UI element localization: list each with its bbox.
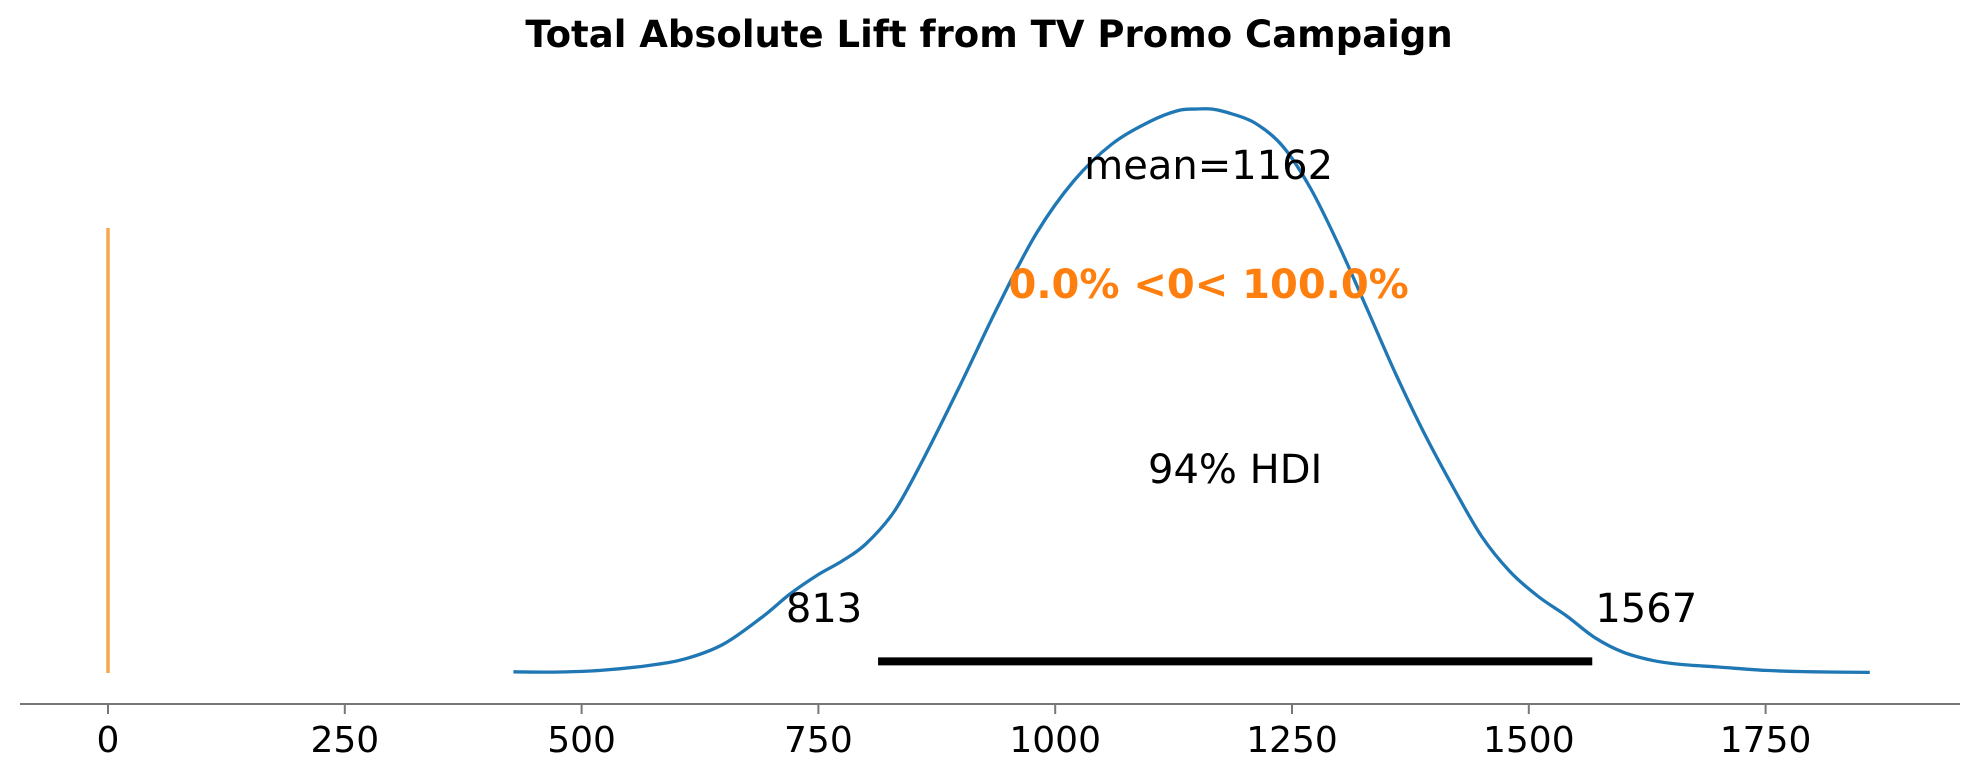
hdi-label: 94% HDI bbox=[1148, 447, 1322, 493]
chart-title: Total Absolute Lift from TV Promo Campai… bbox=[525, 13, 1452, 56]
mean-label: mean=1162 bbox=[1084, 143, 1333, 189]
plot-area: mean=1162 0.0% <0< 100.0% 94% HDI 813 15… bbox=[106, 107, 1870, 675]
x-tick-label: 250 bbox=[310, 720, 379, 761]
x-tick-label: 1000 bbox=[1009, 720, 1101, 761]
x-tick-label: 500 bbox=[547, 720, 616, 761]
x-tick-label: 750 bbox=[784, 720, 853, 761]
x-tick-label: 1250 bbox=[1246, 720, 1338, 761]
x-axis: 0 250 500 750 1000 1250 1500 1750 bbox=[20, 703, 1960, 761]
x-ticks: 0 250 500 750 1000 1250 1500 1750 bbox=[97, 704, 1812, 761]
x-tick-label: 1500 bbox=[1483, 720, 1575, 761]
hdi-high-label: 1567 bbox=[1595, 586, 1697, 632]
density-curve bbox=[513, 107, 1870, 675]
reference-label: 0.0% <0< 100.0% bbox=[1009, 262, 1409, 308]
x-tick-label: 1750 bbox=[1720, 720, 1812, 761]
hdi-low-label: 813 bbox=[786, 586, 862, 632]
x-tick-label: 0 bbox=[97, 720, 120, 761]
